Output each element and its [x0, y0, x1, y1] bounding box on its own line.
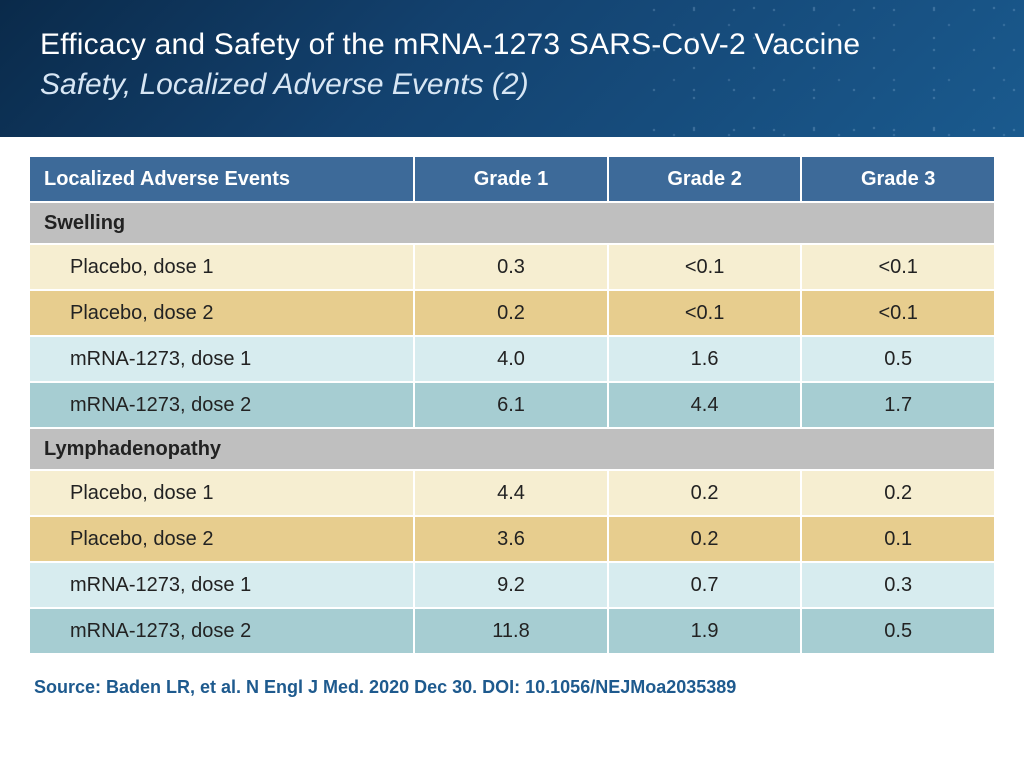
col-header-grade1: Grade 1	[415, 157, 607, 201]
table-row: mRNA-1273, dose 19.20.70.3	[30, 563, 994, 607]
col-header-grade3: Grade 3	[802, 157, 994, 201]
row-value: 9.2	[415, 563, 607, 607]
row-value: <0.1	[802, 245, 994, 289]
row-value: 4.4	[415, 471, 607, 515]
table-header-row: Localized Adverse Events Grade 1 Grade 2…	[30, 157, 994, 201]
row-value: 0.2	[609, 471, 801, 515]
col-header-label: Localized Adverse Events	[30, 157, 413, 201]
table-row: Placebo, dose 20.2<0.1<0.1	[30, 291, 994, 335]
row-value: 0.7	[609, 563, 801, 607]
table-row: mRNA-1273, dose 26.14.41.7	[30, 383, 994, 427]
row-value: 1.6	[609, 337, 801, 381]
row-label: mRNA-1273, dose 2	[30, 609, 413, 653]
row-label: Placebo, dose 1	[30, 245, 413, 289]
row-label: Placebo, dose 2	[30, 517, 413, 561]
row-value: 1.7	[802, 383, 994, 427]
page-subtitle: Safety, Localized Adverse Events (2)	[40, 68, 984, 102]
source-citation: Source: Baden LR, et al. N Engl J Med. 2…	[0, 655, 1024, 698]
col-header-grade2: Grade 2	[609, 157, 801, 201]
table-container: Localized Adverse Events Grade 1 Grade 2…	[0, 137, 1024, 655]
row-value: 0.5	[802, 337, 994, 381]
row-value: 11.8	[415, 609, 607, 653]
row-value: 0.3	[802, 563, 994, 607]
row-value: 0.2	[415, 291, 607, 335]
table-row: mRNA-1273, dose 14.01.60.5	[30, 337, 994, 381]
table-body: SwellingPlacebo, dose 10.3<0.1<0.1Placeb…	[30, 203, 994, 653]
row-value: 0.5	[802, 609, 994, 653]
table-row: Placebo, dose 23.60.20.1	[30, 517, 994, 561]
row-label: mRNA-1273, dose 1	[30, 563, 413, 607]
row-value: 4.4	[609, 383, 801, 427]
row-value: 0.2	[802, 471, 994, 515]
row-value: 1.9	[609, 609, 801, 653]
table-row: Placebo, dose 14.40.20.2	[30, 471, 994, 515]
row-value: 0.3	[415, 245, 607, 289]
page-title: Efficacy and Safety of the mRNA-1273 SAR…	[40, 28, 984, 62]
slide-header: Efficacy and Safety of the mRNA-1273 SAR…	[0, 0, 1024, 137]
row-value: 6.1	[415, 383, 607, 427]
row-value: 4.0	[415, 337, 607, 381]
row-value: 3.6	[415, 517, 607, 561]
row-value: 0.1	[802, 517, 994, 561]
row-value: <0.1	[609, 245, 801, 289]
table-row: Placebo, dose 10.3<0.1<0.1	[30, 245, 994, 289]
row-label: Placebo, dose 2	[30, 291, 413, 335]
row-label: mRNA-1273, dose 1	[30, 337, 413, 381]
table-section-row: Swelling	[30, 203, 994, 243]
table-section-row: Lymphadenopathy	[30, 429, 994, 469]
section-label: Lymphadenopathy	[30, 429, 994, 469]
row-value: 0.2	[609, 517, 801, 561]
section-label: Swelling	[30, 203, 994, 243]
table-row: mRNA-1273, dose 211.81.90.5	[30, 609, 994, 653]
row-value: <0.1	[802, 291, 994, 335]
row-label: mRNA-1273, dose 2	[30, 383, 413, 427]
adverse-events-table: Localized Adverse Events Grade 1 Grade 2…	[28, 155, 996, 655]
row-value: <0.1	[609, 291, 801, 335]
row-label: Placebo, dose 1	[30, 471, 413, 515]
